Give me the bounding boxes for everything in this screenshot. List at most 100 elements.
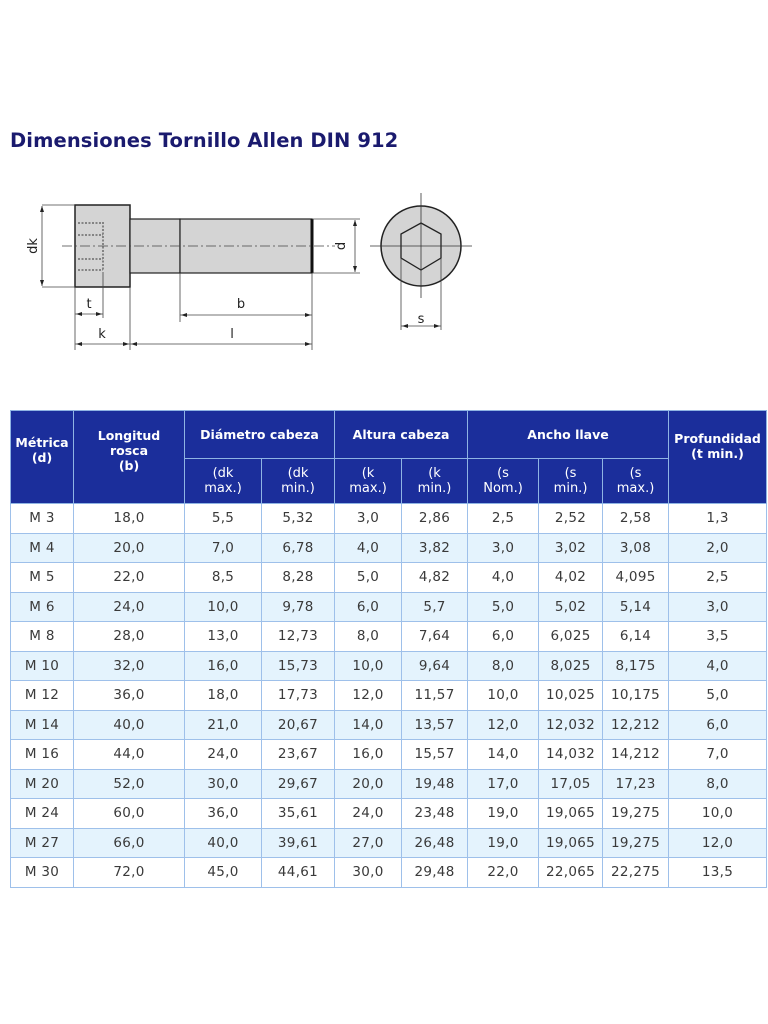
cell-longitud-rosca: 40,0 (73, 709, 185, 740)
cell-longitud-rosca: 72,0 (73, 857, 185, 888)
cell-k-min: 11,57 (401, 680, 469, 711)
cell-metrica: M 30 (10, 857, 74, 888)
cell-k-max: 4,0 (334, 532, 403, 563)
cell-s-min: 10,025 (538, 680, 604, 711)
cell-s-nom: 5,0 (467, 591, 540, 622)
cell-longitud-rosca: 22,0 (73, 562, 185, 593)
cell-s-nom: 17,0 (467, 768, 540, 799)
cell-s-min: 19,065 (538, 798, 604, 829)
label-l: l (230, 327, 234, 342)
table-row: M 30 72,0 45,0 44,61 30,0 29,48 22,0 22,065 22,2… (10, 857, 768, 888)
cell-profundidad: 5,0 (668, 680, 768, 711)
label-d: d (334, 242, 349, 250)
cell-k-min: 9,64 (401, 650, 469, 681)
cell-s-max: 5,14 (602, 591, 670, 622)
cell-s-min: 6,025 (538, 621, 604, 652)
cell-s-nom: 10,0 (467, 680, 540, 711)
cell-dk-min: 6,78 (260, 532, 336, 563)
subheader-dk-min: (dk min.) (260, 458, 336, 504)
table-header: Métrica (d) Longitud rosca (b) Diámetro … (10, 410, 768, 504)
cell-dk-max: 18,0 (184, 680, 262, 711)
table-row: M 5 22,0 8,5 8,28 5,0 4,82 4,0 4,02 4,095 2,5 (10, 562, 768, 593)
cell-s-min: 12,032 (538, 709, 604, 740)
cell-dk-max: 45,0 (184, 857, 262, 888)
cell-s-max: 14,212 (602, 739, 670, 770)
cell-k-min: 13,57 (401, 709, 469, 740)
cell-s-min: 2,52 (538, 503, 604, 534)
cell-dk-min: 35,61 (260, 798, 336, 829)
table-row: M 3 18,0 5,5 5,32 3,0 2,86 2,5 2,52 2,58 1,3 (10, 503, 768, 534)
cell-k-max: 30,0 (334, 857, 403, 888)
subheader-line: (k (428, 466, 441, 481)
dimensions-table: Métrica (d) Longitud rosca (b) Diámetro … (10, 410, 768, 888)
cell-s-nom: 8,0 (467, 650, 540, 681)
cell-s-max: 4,095 (602, 562, 670, 593)
header-profundidad-line1: Profundidad (674, 431, 761, 446)
subheader-line: (dk (287, 466, 309, 481)
cell-s-min: 19,065 (538, 827, 604, 858)
header-longitud: Longitud rosca (b) (73, 410, 185, 504)
header-metrica-line2: (d) (31, 450, 53, 465)
cell-dk-max: 24,0 (184, 739, 262, 770)
cell-k-min: 5,7 (401, 591, 469, 622)
cell-dk-min: 17,73 (260, 680, 336, 711)
subheader-line: (s (564, 466, 577, 481)
cell-dk-max: 36,0 (184, 798, 262, 829)
label-b: b (237, 297, 245, 312)
cell-longitud-rosca: 60,0 (73, 798, 185, 829)
cell-k-min: 2,86 (401, 503, 469, 534)
cell-k-min: 26,48 (401, 827, 469, 858)
cell-dk-min: 12,73 (260, 621, 336, 652)
cell-s-nom: 3,0 (467, 532, 540, 563)
cell-s-min: 8,025 (538, 650, 604, 681)
subheader-line: max.) (204, 481, 242, 496)
table-row: M 10 32,0 16,0 15,73 10,0 9,64 8,0 8,025 8,175 4,… (10, 650, 768, 681)
subheader-line: max.) (349, 481, 387, 496)
subheader-line: (s (497, 466, 509, 481)
cell-s-max: 6,14 (602, 621, 670, 652)
cell-k-min: 3,82 (401, 532, 469, 563)
cell-dk-max: 13,0 (184, 621, 262, 652)
subheader-s-nom: (s Nom.) (467, 458, 540, 504)
cell-dk-min: 39,61 (260, 827, 336, 858)
cell-profundidad: 6,0 (668, 709, 768, 740)
cell-s-nom: 12,0 (467, 709, 540, 740)
cell-s-min: 4,02 (538, 562, 604, 593)
cell-metrica: M 5 (10, 562, 74, 593)
cell-dk-max: 7,0 (184, 532, 262, 563)
header-longitud-line1: Longitud (97, 427, 161, 443)
header-profundidad: Profundidad (t min.) (668, 410, 768, 504)
subheader-k-max: (k max.) (334, 458, 403, 504)
cell-k-max: 12,0 (334, 680, 403, 711)
cell-s-max: 10,175 (602, 680, 670, 711)
subheader-s-max: (s max.) (602, 458, 670, 504)
label-s: s (418, 312, 425, 327)
cell-k-max: 24,0 (334, 798, 403, 829)
cell-k-max: 3,0 (334, 503, 403, 534)
cell-k-max: 14,0 (334, 709, 403, 740)
cell-longitud-rosca: 52,0 (73, 768, 185, 799)
cell-dk-max: 10,0 (184, 591, 262, 622)
cell-longitud-rosca: 18,0 (73, 503, 185, 534)
cell-metrica: M 10 (10, 650, 74, 681)
cell-s-min: 5,02 (538, 591, 604, 622)
cell-profundidad: 2,5 (668, 562, 768, 593)
header-altura: Altura cabeza (334, 410, 469, 459)
cell-s-max: 22,275 (602, 857, 670, 888)
cell-s-min: 22,065 (538, 857, 604, 888)
cell-dk-min: 9,78 (260, 591, 336, 622)
cell-profundidad: 10,0 (668, 798, 768, 829)
header-longitud-line3: (b) (118, 457, 140, 473)
page-title: Dimensiones Tornillo Allen DIN 912 (10, 129, 399, 152)
cell-s-nom: 19,0 (467, 827, 540, 858)
cell-s-max: 19,275 (602, 827, 670, 858)
cell-dk-min: 29,67 (260, 768, 336, 799)
cell-s-min: 17,05 (538, 768, 604, 799)
cell-metrica: M 3 (10, 503, 74, 534)
cell-dk-min: 8,28 (260, 562, 336, 593)
cell-longitud-rosca: 20,0 (73, 532, 185, 563)
cell-dk-max: 5,5 (184, 503, 262, 534)
cell-s-max: 12,212 (602, 709, 670, 740)
cell-dk-min: 23,67 (260, 739, 336, 770)
subheader-line: (dk (212, 466, 234, 481)
